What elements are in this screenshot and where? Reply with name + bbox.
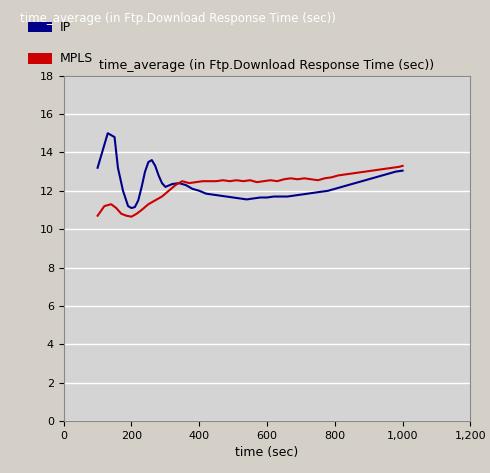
Text: MPLS: MPLS	[60, 52, 93, 65]
Bar	[28, 22, 52, 32]
Bar	[28, 53, 52, 63]
Title: time_average (in Ftp.Download Response Time (sec)): time_average (in Ftp.Download Response T…	[99, 59, 435, 72]
Text: time_average (in Ftp.Download Response Time (sec)): time_average (in Ftp.Download Response T…	[20, 12, 336, 25]
Text: IP: IP	[60, 21, 71, 34]
X-axis label: time (sec): time (sec)	[235, 446, 299, 459]
